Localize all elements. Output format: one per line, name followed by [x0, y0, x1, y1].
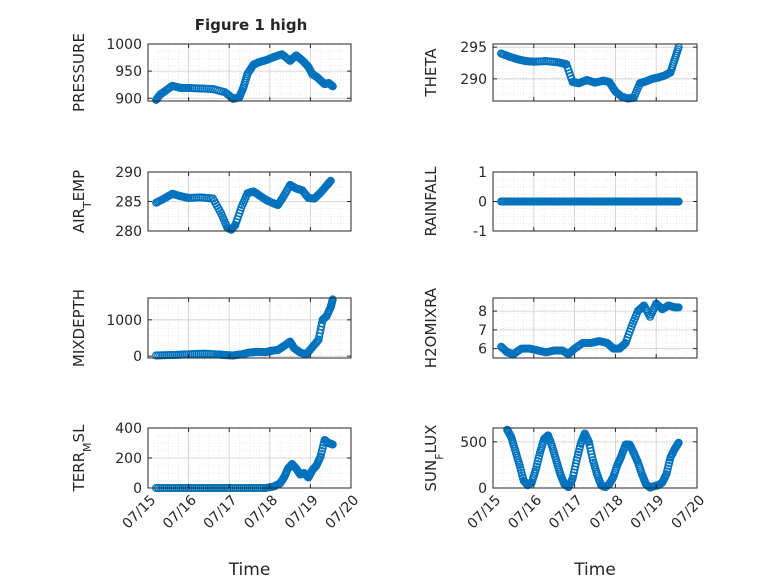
data-point [215, 206, 224, 215]
data-point [317, 322, 326, 331]
y-tick-label: 285 [115, 195, 142, 211]
y-tick-label: -1 [473, 224, 487, 240]
data-point [612, 462, 621, 471]
data-point [531, 467, 540, 476]
data-point [637, 303, 646, 312]
axes-box [147, 297, 352, 359]
y-tick-label: 1000 [106, 313, 142, 329]
data-point [194, 84, 203, 93]
y-axis-label: PRESSURE [70, 33, 88, 112]
data-point [673, 439, 683, 448]
data-point [626, 324, 635, 333]
subplot-h2omixra: 6 7 8 H2OMIXRA [422, 287, 698, 368]
y-axis-label: AIRTEMP [70, 170, 94, 233]
data-point [194, 193, 203, 202]
y-axis-label: TERRMSL [70, 424, 94, 493]
data-point [313, 336, 322, 346]
y-axis-label: H2OMIXRA [422, 287, 440, 368]
data-point [528, 57, 537, 66]
y-tick-label: 290 [115, 165, 142, 181]
data-point [311, 339, 320, 348]
y-axis-label: SUNFLUX [422, 425, 446, 492]
axes-box [492, 43, 698, 102]
y-tick-label: 0 [133, 349, 142, 365]
data-point [571, 462, 580, 471]
data-point [514, 458, 523, 467]
data-point [315, 453, 324, 463]
data-point [588, 453, 597, 462]
x-axis-label: Time [228, 560, 271, 580]
data-point [673, 303, 683, 312]
y-tick-label: 0 [478, 195, 487, 211]
x-axis-label: Time [573, 560, 616, 580]
y-tick-label: 295 [460, 40, 487, 56]
y-tick-label: 400 [115, 421, 142, 437]
data-point [673, 45, 683, 54]
data-point [587, 450, 596, 459]
data-point [584, 436, 593, 445]
y-tick-label: 7 [478, 323, 487, 339]
subplot-pressure: 900 950 1000 PRESSURE [70, 33, 352, 112]
data-point [305, 346, 314, 355]
subplot-theta: 290 295 THETA [422, 40, 698, 103]
y-axis-label: RAINFALL [422, 166, 440, 237]
y-tick-label: 900 [115, 91, 142, 107]
data-point [567, 476, 576, 485]
data-point [661, 471, 670, 480]
data-point [328, 296, 337, 305]
subplot-rainfall: -1 0 1 RAINFALL [422, 165, 698, 240]
y-tick-label: 6 [478, 342, 487, 358]
data-point [551, 453, 560, 463]
y-tick-label: 1000 [106, 37, 142, 53]
axes-box [492, 297, 698, 359]
data-point [571, 459, 581, 468]
data-point [510, 444, 519, 453]
data-point [325, 177, 335, 186]
y-tick-label: 8 [478, 304, 487, 320]
data-point [198, 349, 207, 358]
y-tick-label: 950 [115, 64, 142, 80]
data-point [673, 197, 682, 206]
data-point [183, 83, 192, 93]
data-point [230, 221, 239, 230]
y-axis-label: THETA [422, 48, 440, 98]
y-tick-label: 0 [478, 481, 487, 497]
y-tick-label: 290 [460, 72, 487, 88]
figure-title: Figure 1 high [195, 16, 308, 34]
data-point [539, 57, 549, 66]
data-point [618, 341, 627, 350]
axes-box [147, 43, 352, 102]
data-point [162, 351, 171, 360]
data-point [328, 440, 337, 449]
subplot-air-temp: 280 285 290 AIRTEMP [70, 165, 352, 240]
y-axis-label: MIXDEPTH [70, 289, 88, 367]
y-tick-label: 500 [460, 435, 487, 451]
axes-box [492, 427, 698, 489]
y-tick-label: 0 [133, 481, 142, 497]
data-point [313, 191, 322, 200]
data-point [535, 451, 544, 460]
y-tick-label: 1 [478, 165, 487, 181]
y-tick-label: 200 [115, 451, 142, 467]
subplot-mixdepth: 0 1000 MIXDEPTH [70, 289, 352, 367]
data-point [328, 81, 337, 90]
y-tick-label: 280 [115, 224, 142, 240]
data-point [236, 206, 245, 215]
data-point [637, 468, 646, 477]
